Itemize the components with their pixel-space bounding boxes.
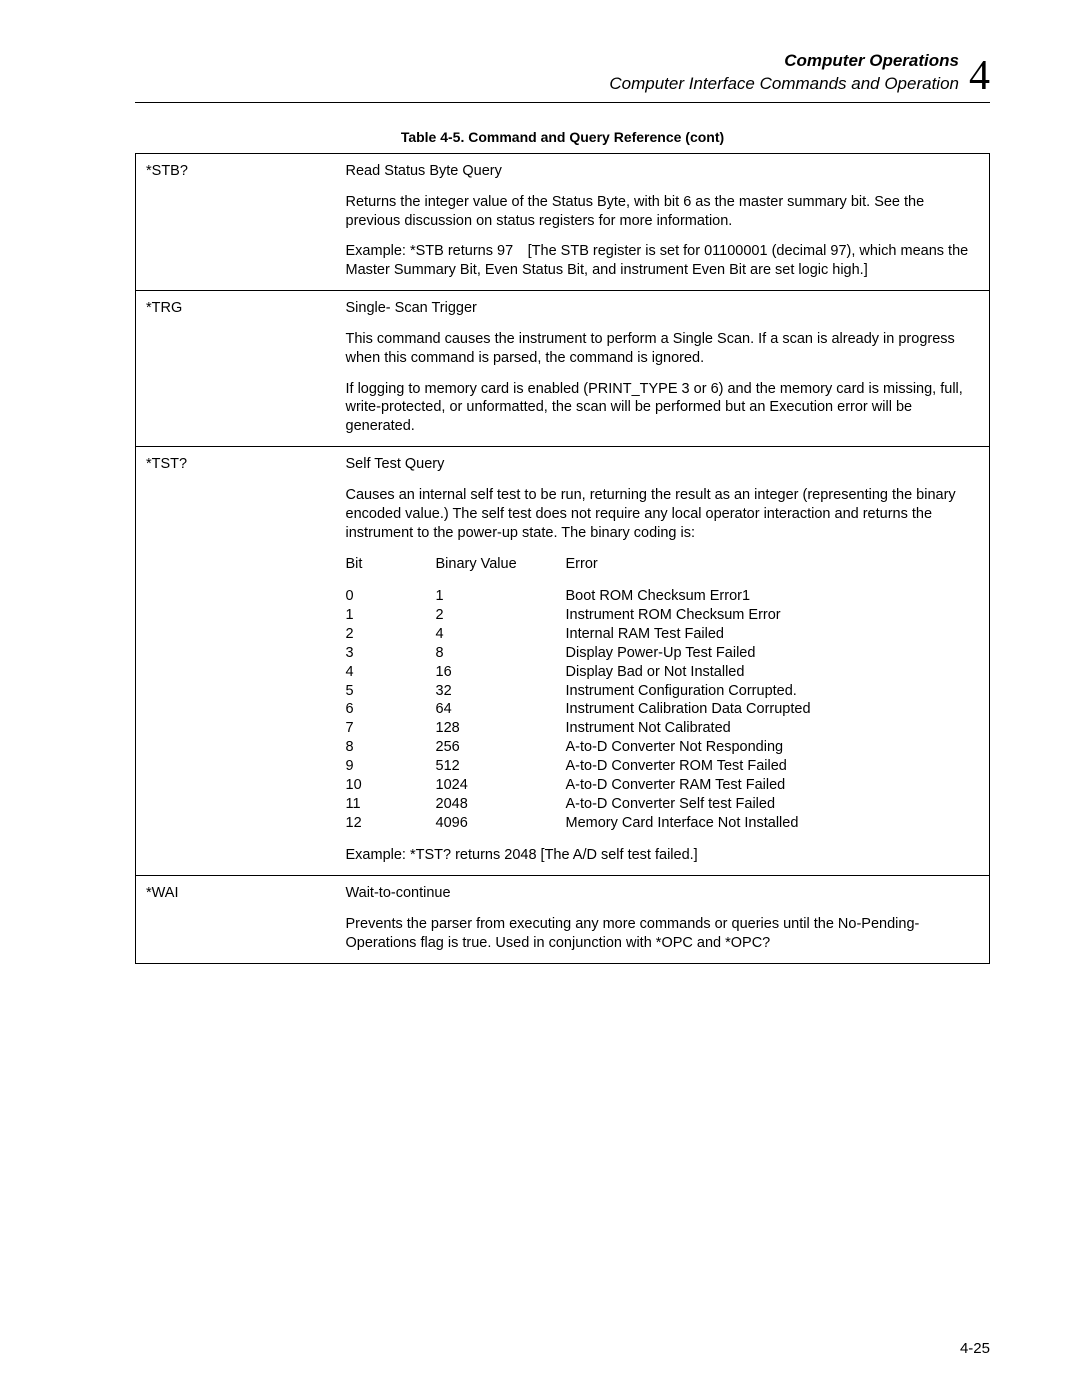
- bit-row: 7128Instrument Not Calibrated: [346, 719, 980, 738]
- bit-col-bit: 4: [346, 663, 436, 682]
- cmd-para: If logging to memory card is enabled (PR…: [346, 380, 980, 437]
- bit-col-error: A-to-D Converter Self test Failed: [566, 795, 980, 814]
- bit-col-value: 8: [436, 644, 566, 663]
- bit-col-error: Instrument Calibration Data Corrupted: [566, 700, 980, 719]
- page: Computer Operations Computer Interface C…: [0, 0, 1080, 1397]
- bit-col-value: 1024: [436, 776, 566, 795]
- bit-col-value: 256: [436, 738, 566, 757]
- command-reference-table: *STB? Read Status Byte Query Returns the…: [135, 153, 990, 964]
- bit-row: 101024A-to-D Converter RAM Test Failed: [346, 776, 980, 795]
- bit-col-bit: 5: [346, 682, 436, 701]
- table-row: *TST? Self Test Query Causes an internal…: [136, 447, 990, 876]
- bit-col-error: Boot ROM Checksum Error1: [566, 587, 980, 606]
- bit-row: 532Instrument Configuration Corrupted.: [346, 682, 980, 701]
- table-row: *WAI Wait-to-continue Prevents the parse…: [136, 876, 990, 964]
- cmd-desc-cell: Read Status Byte Query Returns the integ…: [336, 153, 990, 290]
- bit-row: 12Instrument ROM Checksum Error: [346, 606, 980, 625]
- bit-col-value: 16: [436, 663, 566, 682]
- table-caption: Table 4-5. Command and Query Reference (…: [135, 129, 990, 145]
- col-bit-header: Bit: [346, 555, 436, 574]
- col-binary-header: Binary Value: [436, 555, 566, 574]
- cmd-title: Single- Scan Trigger: [346, 299, 980, 318]
- cmd-title: Self Test Query: [346, 455, 980, 474]
- bit-row: 38Display Power-Up Test Failed: [346, 644, 980, 663]
- bit-col-bit: 1: [346, 606, 436, 625]
- bit-row: 9512A-to-D Converter ROM Test Failed: [346, 757, 980, 776]
- bit-row: 124096Memory Card Interface Not Installe…: [346, 814, 980, 833]
- cmd-title: Wait-to-continue: [346, 884, 980, 903]
- bit-col-error: Internal RAM Test Failed: [566, 625, 980, 644]
- bit-row: 664Instrument Calibration Data Corrupted: [346, 700, 980, 719]
- bit-table-header: Bit Binary Value Error: [346, 555, 980, 574]
- bit-col-bit: 6: [346, 700, 436, 719]
- bit-col-value: 2048: [436, 795, 566, 814]
- header-subtitle: Computer Interface Commands and Operatio…: [609, 73, 959, 96]
- bit-col-error: Instrument ROM Checksum Error: [566, 606, 980, 625]
- bit-row: 112048A-to-D Converter Self test Failed: [346, 795, 980, 814]
- bit-col-bit: 7: [346, 719, 436, 738]
- bit-col-error: Memory Card Interface Not Installed: [566, 814, 980, 833]
- bit-col-error: A-to-D Converter RAM Test Failed: [566, 776, 980, 795]
- bit-col-bit: 9: [346, 757, 436, 776]
- bit-col-value: 512: [436, 757, 566, 776]
- bit-col-error: Display Power-Up Test Failed: [566, 644, 980, 663]
- bit-row: 416Display Bad or Not Installed: [346, 663, 980, 682]
- bit-col-bit: 11: [346, 795, 436, 814]
- bit-col-value: 4: [436, 625, 566, 644]
- cmd-para: Returns the integer value of the Status …: [346, 193, 980, 231]
- bit-col-bit: 3: [346, 644, 436, 663]
- bit-row: 01Boot ROM Checksum Error1: [346, 587, 980, 606]
- bit-col-value: 32: [436, 682, 566, 701]
- bit-row: 24Internal RAM Test Failed: [346, 625, 980, 644]
- bit-col-value: 1: [436, 587, 566, 606]
- bit-col-bit: 12: [346, 814, 436, 833]
- cmd-title: Read Status Byte Query: [346, 162, 980, 181]
- cmd-desc-cell: Wait-to-continue Prevents the parser fro…: [336, 876, 990, 964]
- bit-col-error: Display Bad or Not Installed: [566, 663, 980, 682]
- bit-col-error: Instrument Configuration Corrupted.: [566, 682, 980, 701]
- header-text: Computer Operations Computer Interface C…: [609, 50, 959, 96]
- cmd-name-cell: *TST?: [136, 447, 336, 876]
- bit-col-bit: 2: [346, 625, 436, 644]
- cmd-para: Example: *STB returns 97 [The STB regist…: [346, 242, 980, 280]
- bit-col-bit: 8: [346, 738, 436, 757]
- bit-col-bit: 10: [346, 776, 436, 795]
- bit-col-value: 128: [436, 719, 566, 738]
- cmd-para: This command causes the instrument to pe…: [346, 330, 980, 368]
- page-header: Computer Operations Computer Interface C…: [135, 50, 990, 103]
- bit-col-error: Instrument Not Calibrated: [566, 719, 980, 738]
- cmd-desc-cell: Self Test Query Causes an internal self …: [336, 447, 990, 876]
- bit-row: 8256A-to-D Converter Not Responding: [346, 738, 980, 757]
- table-row: *STB? Read Status Byte Query Returns the…: [136, 153, 990, 290]
- col-error-header: Error: [566, 555, 980, 574]
- cmd-para: Prevents the parser from executing any m…: [346, 915, 980, 953]
- bit-col-value: 4096: [436, 814, 566, 833]
- cmd-name-cell: *WAI: [136, 876, 336, 964]
- bit-col-error: A-to-D Converter Not Responding: [566, 738, 980, 757]
- bit-col-value: 2: [436, 606, 566, 625]
- cmd-para: Causes an internal self test to be run, …: [346, 486, 980, 543]
- cmd-desc-cell: Single- Scan Trigger This command causes…: [336, 291, 990, 447]
- header-title: Computer Operations: [609, 50, 959, 73]
- chapter-number: 4: [969, 55, 990, 97]
- page-number: 4-25: [960, 1340, 990, 1357]
- bit-col-value: 64: [436, 700, 566, 719]
- bit-col-bit: 0: [346, 587, 436, 606]
- table-row: *TRG Single- Scan Trigger This command c…: [136, 291, 990, 447]
- bit-col-error: A-to-D Converter ROM Test Failed: [566, 757, 980, 776]
- cmd-example: Example: *TST? returns 2048 [The A/D sel…: [346, 846, 980, 865]
- cmd-name-cell: *TRG: [136, 291, 336, 447]
- cmd-name-cell: *STB?: [136, 153, 336, 290]
- bit-table-body: 01Boot ROM Checksum Error112Instrument R…: [346, 587, 980, 832]
